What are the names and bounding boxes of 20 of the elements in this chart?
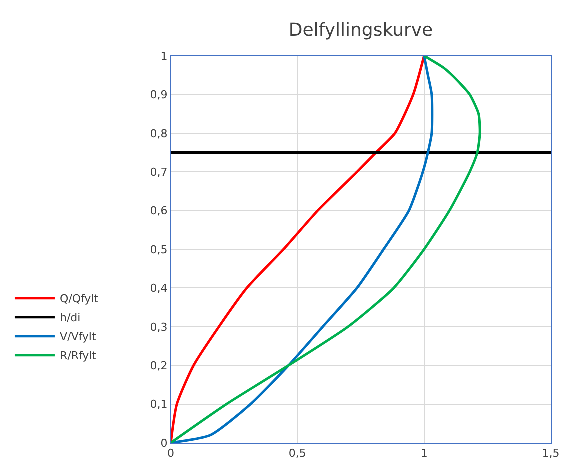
y-tick-label: 0,5: [150, 243, 168, 256]
x-tick-label: 1,5: [542, 447, 560, 460]
y-tick-label: 0,7: [150, 166, 168, 179]
y-tick-label: 0,4: [150, 282, 168, 296]
y-tick-label: 0,3: [150, 320, 168, 334]
chart-title: Delfyllingskurve: [288, 20, 434, 42]
y-tick-label: 0,8: [150, 127, 168, 140]
line-series: [171, 56, 482, 443]
y-tick-label: 0,9: [150, 88, 168, 102]
legend-label: Q/Qfylt: [60, 292, 100, 306]
y-tick-label: 0,2: [150, 359, 168, 372]
legend-label: R/Rfylt: [60, 350, 98, 363]
x-tick-label: 0,5: [288, 447, 306, 460]
legend-label: h/di: [60, 312, 81, 325]
x-tick-label: 1: [420, 447, 428, 460]
y-tick-label: 0,1: [150, 398, 168, 412]
legend-label: V/Vfylt: [60, 330, 97, 344]
y-tick-label: 1: [160, 50, 168, 63]
y-tick-label: 0,6: [150, 204, 168, 218]
y-tick-label: 0: [160, 436, 168, 450]
